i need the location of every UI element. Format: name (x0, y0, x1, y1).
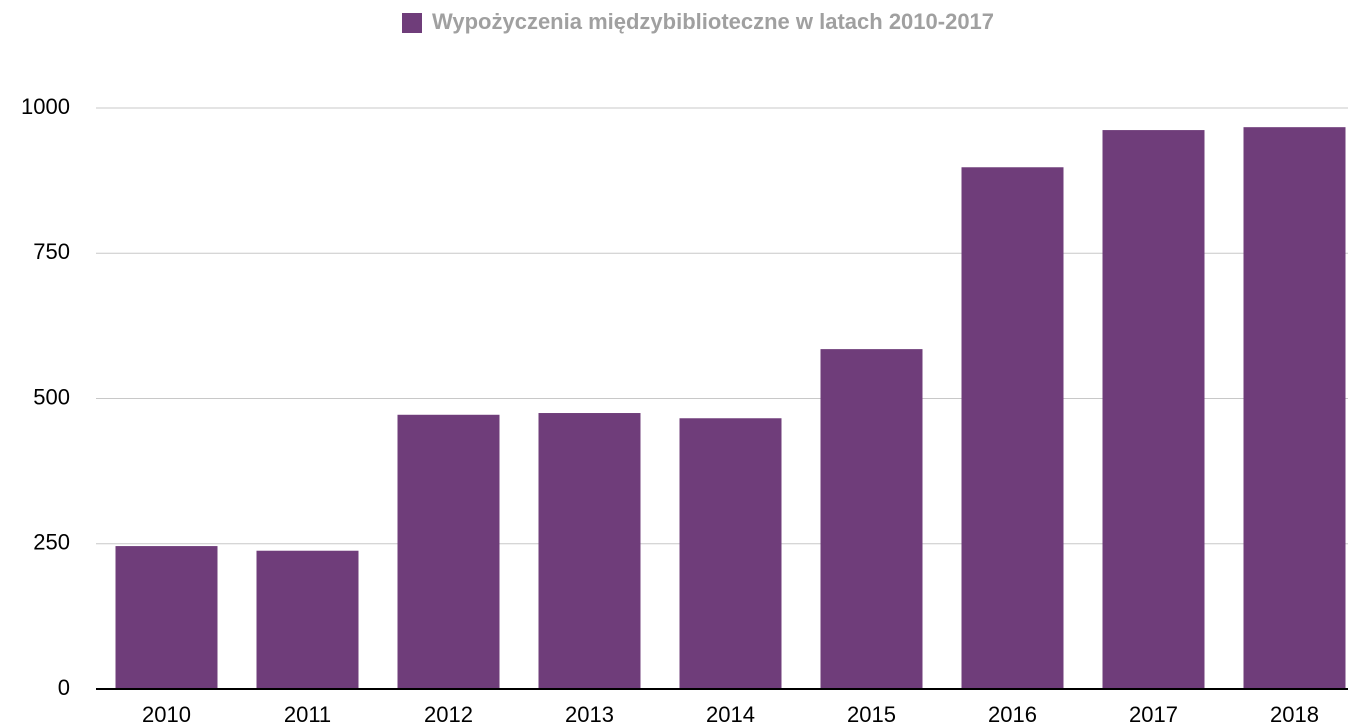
bar (961, 167, 1064, 690)
bar (256, 550, 359, 689)
bar (538, 413, 641, 689)
y-tick-label: 500 (33, 384, 70, 409)
x-tick-label: 2013 (565, 702, 614, 727)
x-tick-label: 2012 (424, 702, 473, 727)
bar (820, 349, 923, 689)
bar (115, 546, 218, 689)
y-tick-label: 0 (58, 675, 70, 700)
legend-swatch (402, 13, 422, 33)
legend-label: Wypożyczenia międzybiblioteczne w latach… (432, 9, 994, 34)
x-tick-label: 2018 (1270, 702, 1319, 727)
x-tick-label: 2014 (706, 702, 755, 727)
x-tick-label: 2011 (284, 702, 331, 727)
y-tick-label: 1000 (21, 94, 70, 119)
bar (397, 414, 500, 689)
bar (1102, 130, 1205, 689)
x-tick-label: 2010 (142, 702, 191, 727)
y-tick-label: 750 (33, 239, 70, 264)
x-tick-label: 2017 (1129, 702, 1178, 727)
bar (679, 418, 782, 689)
y-tick-label: 250 (33, 530, 70, 555)
bar (1243, 127, 1346, 690)
x-tick-label: 2016 (988, 702, 1037, 727)
x-tick-label: 2015 (847, 702, 896, 727)
